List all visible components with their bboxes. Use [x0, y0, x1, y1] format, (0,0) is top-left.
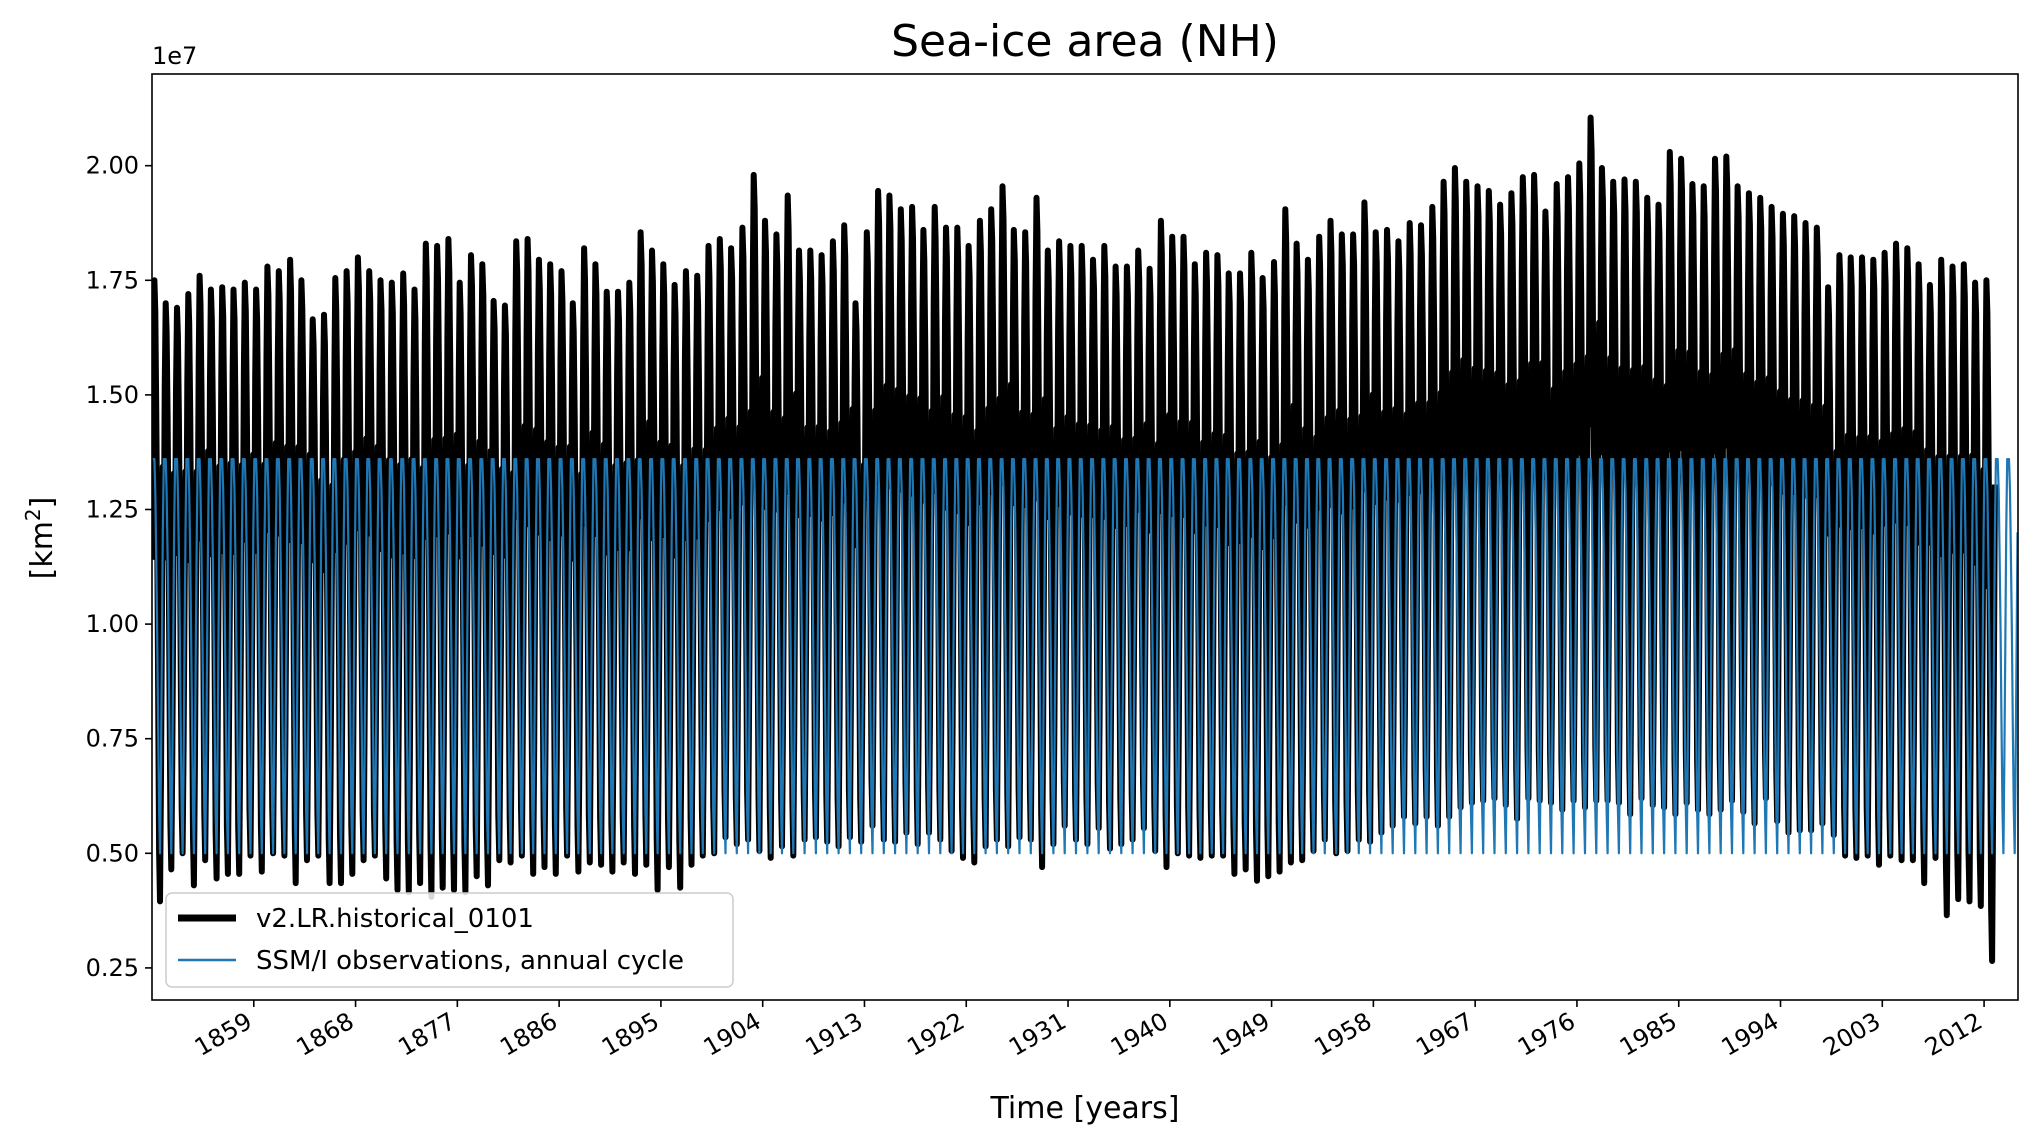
legend-entry-observations: SSM/I observations, annual cycle [256, 946, 684, 976]
y-tick-label: 1.50 [86, 381, 139, 409]
y-tick-label: 0.50 [86, 839, 139, 867]
legend-box [165, 892, 734, 988]
plot-area [152, 114, 2018, 964]
y-tick-label: 1.25 [86, 495, 139, 523]
y-axis-label-superscript: 2 [21, 508, 45, 521]
y-tick-label: 1.00 [86, 610, 139, 638]
y-axis-label-end: ] [25, 497, 60, 509]
svg-text:[km2]: [km2] [21, 497, 60, 580]
y-axis-ticks: 0.25 0.50 0.75 1.00 1.25 1.50 1.75 2.00 [86, 152, 152, 982]
legend-entry-model: v2.LR.historical_0101 [256, 904, 534, 934]
y-axis-label: [km2] [21, 497, 60, 580]
series-layer [152, 114, 2018, 964]
y-tick-label: 2.00 [86, 152, 139, 180]
y-axis-offset-text: 1e7 [152, 42, 197, 70]
x-axis-label: Time [years] [990, 1091, 1180, 1126]
y-tick-label: 0.25 [86, 954, 139, 982]
chart-title: Sea-ice area (NH) [891, 16, 1279, 67]
axes-frame [151, 73, 2019, 1001]
legend: v2.LR.historical_0101 SSM/I observations… [165, 892, 734, 988]
y-tick-label: 0.75 [86, 725, 139, 753]
series-line-observations [152, 458, 2018, 855]
y-axis-label-base: [km [25, 521, 60, 579]
y-tick-label: 1.75 [86, 266, 139, 294]
